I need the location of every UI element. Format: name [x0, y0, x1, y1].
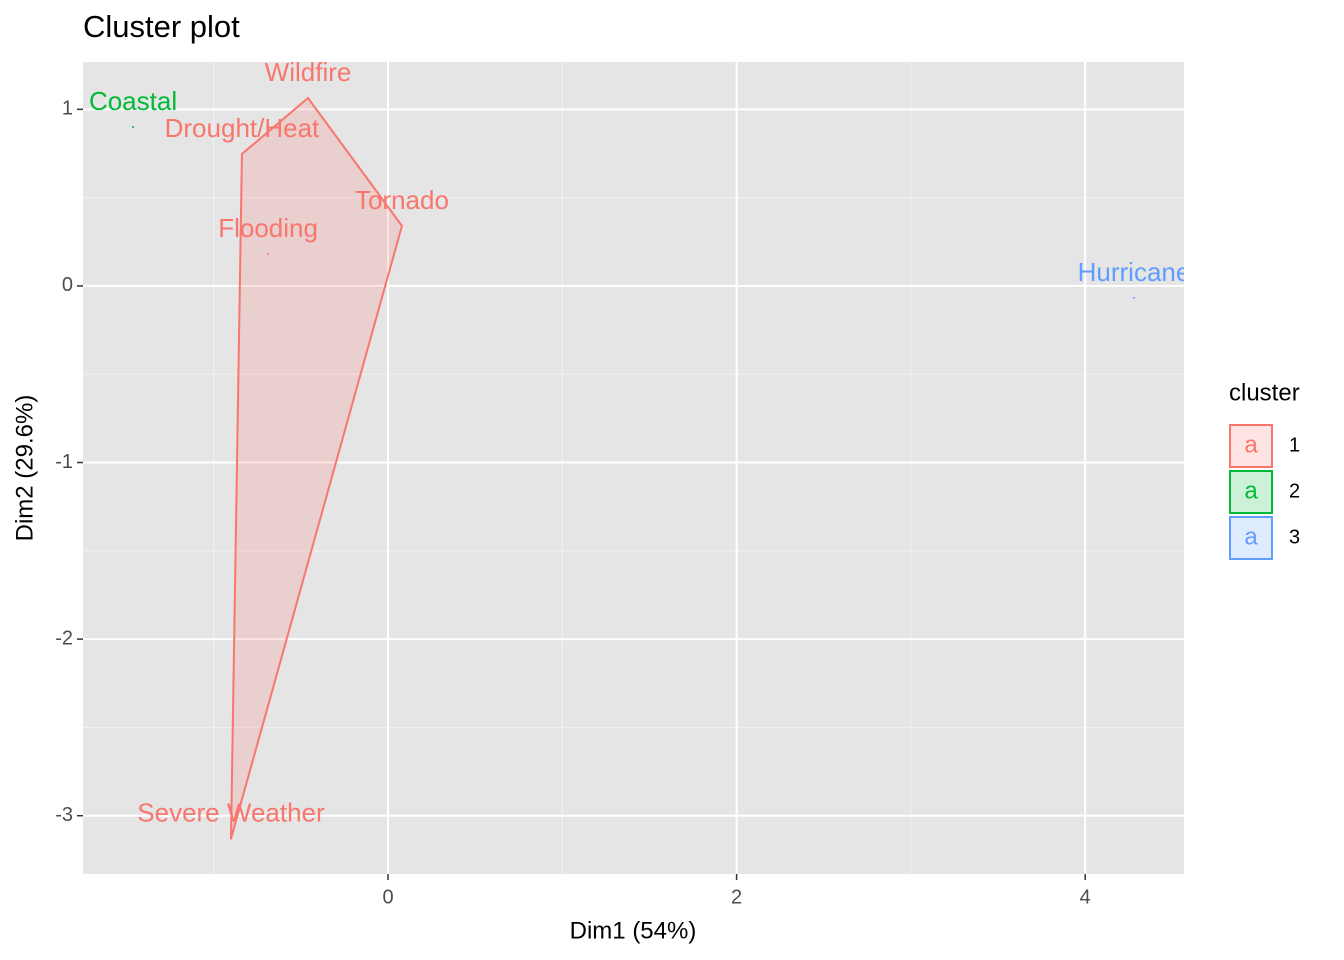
plot-area: Wildfire Drought/Heat Tornado Flooding Sever… — [89, 57, 1191, 840]
point-label: Hurricane — [1078, 257, 1191, 287]
point-label: Drought/Heat — [165, 113, 320, 143]
x-axis-title: Dim1 (54%) — [570, 917, 697, 944]
legend-label: 1 — [1289, 434, 1300, 456]
x-tick-label: 2 — [731, 886, 742, 908]
point — [307, 97, 310, 100]
point-label: Tornado — [355, 185, 449, 215]
y-tick-label: -3 — [55, 804, 73, 826]
legend-key-text: a — [1244, 477, 1258, 504]
legend-key — [1229, 516, 1273, 560]
grid — [83, 62, 1184, 874]
x-tick-label: 4 — [1080, 886, 1091, 908]
legend-key-text: a — [1244, 523, 1258, 550]
legend-label: 3 — [1289, 526, 1300, 548]
point — [267, 252, 270, 255]
legend-key — [1229, 424, 1273, 468]
y-tick-label: -1 — [55, 451, 73, 473]
legend: a 1 a 2 a 3 — [1229, 424, 1300, 560]
point — [1132, 296, 1135, 299]
point-label: Severe Weather — [137, 798, 325, 828]
axes: 0 2 4 -3 -2 -1 0 1 — [55, 98, 1091, 909]
point — [400, 224, 403, 227]
y-axis-title: Dim2 (29.6%) — [11, 395, 38, 542]
x-tick-label: 0 — [382, 886, 393, 908]
y-tick-label: 0 — [62, 274, 73, 296]
legend-label: 2 — [1289, 480, 1300, 502]
point — [240, 153, 243, 156]
point — [229, 837, 232, 840]
point-label: Coastal — [89, 86, 177, 116]
point-label: Flooding — [218, 213, 318, 243]
legend-title: cluster — [1229, 379, 1300, 406]
point-label: Wildfire — [265, 57, 352, 87]
legend-key-text: a — [1244, 431, 1258, 458]
legend-key — [1229, 470, 1273, 514]
point — [132, 125, 135, 128]
chart-title: Cluster plot — [83, 9, 240, 44]
y-tick-label: 1 — [62, 98, 73, 120]
y-tick-label: -2 — [55, 627, 73, 649]
